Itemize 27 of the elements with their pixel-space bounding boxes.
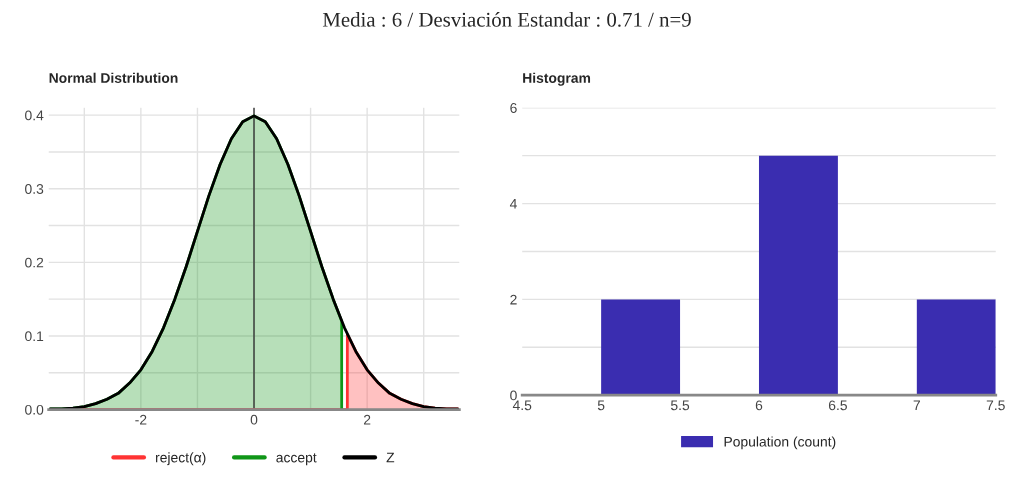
y-tick-label: 0.2 [25,257,44,268]
legend-label: accept [276,453,317,466]
y-tick-label: 0.4 [25,110,44,121]
chart-title: Histogram [523,72,591,86]
legend-label: Population (count) [724,436,836,450]
text: Media : 6 / Desviación Estandar : 0.71 / n=9 [322,12,691,27]
y-tick-label: 0.3 [25,184,44,194]
y-tick-label: 0.0 [25,404,44,415]
y-tick-label: 2 [510,294,517,305]
y-tick-label: 4 [509,199,517,209]
x-tick-label: 5 [597,400,605,411]
x-tick-label: -2 [135,414,147,425]
x-tick-label: 0 [250,414,258,425]
x-tick-label: 6.5 [828,400,847,411]
y-tick-label: 6 [510,103,517,113]
x-tick-label: 4.5 [512,400,532,411]
x-tick-label: 7 [913,400,920,411]
x-tick-label: 2 [363,414,371,425]
y-tick-label: 0.1 [25,331,44,342]
x-tick-label: 6 [755,400,763,411]
x-tick-label: 5.5 [670,400,690,411]
line-series [48,114,460,410]
y-tick-label: 0 [510,390,517,401]
x-tick-label: 7.5 [986,400,1005,411]
legend-label: reject(α) [156,452,206,466]
legend-label: Z [386,452,395,463]
chart-title: Normal Distribution [49,72,178,83]
